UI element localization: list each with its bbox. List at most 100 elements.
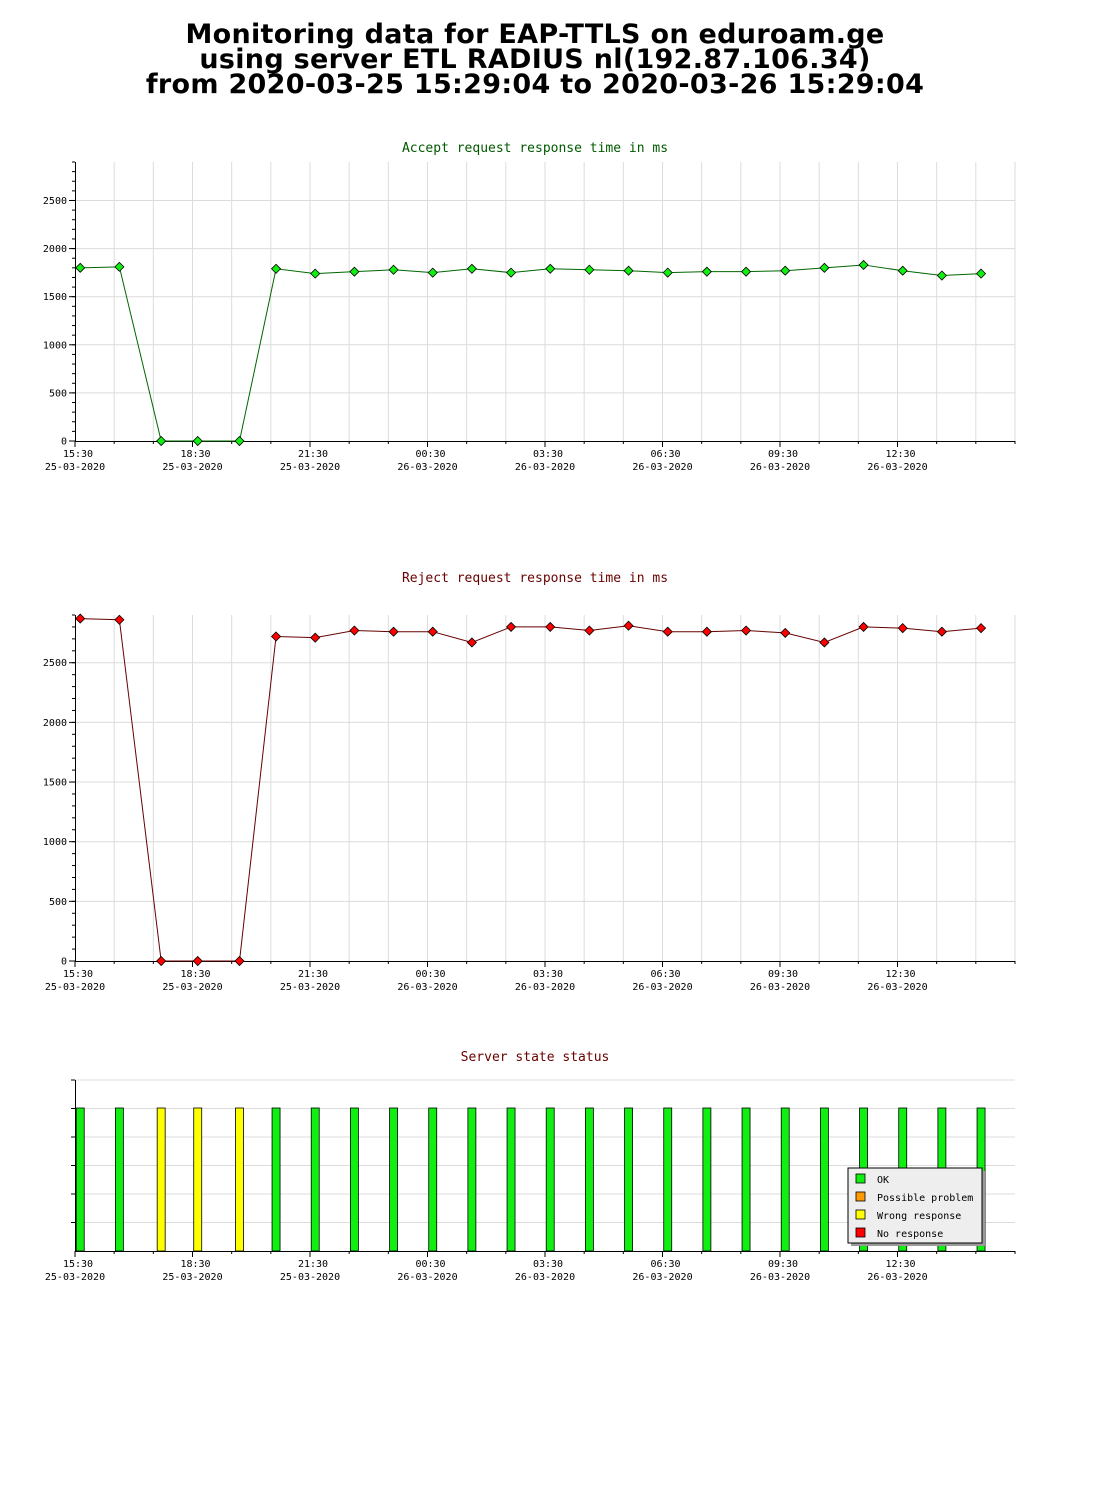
- state-bar: [545, 1107, 555, 1252]
- x-tick-label-date: 25-03-2020: [280, 462, 340, 473]
- data-point: [584, 264, 595, 275]
- page-title: Monitoring data for EAP-TTLS on eduroam.…: [0, 19, 1070, 100]
- x-tick-label-date: 26-03-2020: [750, 1272, 810, 1283]
- y-tick-label: 0: [61, 957, 67, 968]
- data-point: [427, 626, 438, 637]
- x-tick-label-time: 18:30: [180, 449, 210, 460]
- data-point: [975, 268, 987, 279]
- x-tick-label-time: 18:30: [180, 1259, 210, 1270]
- x-tick-label-time: 03:30: [533, 1259, 563, 1270]
- x-tick-label-time: 15:30: [63, 449, 93, 460]
- reject-chart-title: Reject request response time in ms: [401, 571, 669, 586]
- x-tick-label-time: 03:30: [533, 449, 563, 460]
- x-tick-label-date: 26-03-2020: [867, 462, 927, 473]
- x-tick-label-date: 26-03-2020: [750, 462, 810, 473]
- x-tick-label-time: 21:30: [298, 1259, 328, 1270]
- data-point: [505, 267, 517, 278]
- x-tick-label-date: 25-03-2020: [162, 462, 222, 473]
- x-tick-label-date: 25-03-2020: [280, 1272, 340, 1283]
- legend-swatch: [855, 1209, 866, 1220]
- x-tick-label-date: 26-03-2020: [397, 462, 457, 473]
- data-point: [310, 632, 321, 643]
- page-title-line-2: using server ETL RADIUS nl(192.87.106.34…: [199, 44, 871, 75]
- state-bar: [702, 1107, 712, 1252]
- x-tick-label-date: 26-03-2020: [867, 982, 927, 993]
- accept-chart-title: Accept request response time in ms: [401, 141, 669, 156]
- y-tick-label: 500: [49, 897, 67, 908]
- data-point: [156, 435, 167, 447]
- legend-label: Possible problem: [877, 1193, 973, 1204]
- data-point: [740, 625, 752, 636]
- legend-label: No response: [877, 1229, 943, 1240]
- y-tick-label: 2500: [43, 196, 67, 207]
- y-tick-label: 0: [61, 437, 67, 448]
- y-tick-label: 2000: [43, 244, 67, 255]
- page-title-line-3: from 2020-03-25 15:29:04 to 2020-03-26 1…: [145, 69, 925, 100]
- server-state-chart-title: Server state status: [460, 1050, 610, 1065]
- data-point: [388, 626, 399, 637]
- y-tick-label: 500: [49, 388, 67, 399]
- x-tick-label-date: 26-03-2020: [397, 1272, 457, 1283]
- y-tick-label: 1000: [43, 837, 67, 848]
- state-bar: [663, 1107, 673, 1252]
- x-tick-label-time: 00:30: [415, 1259, 445, 1270]
- x-tick-label-date: 25-03-2020: [280, 982, 340, 993]
- x-tick-label-time: 21:30: [298, 449, 328, 460]
- x-tick-label-time: 21:30: [298, 969, 328, 980]
- x-tick-label-time: 12:30: [885, 449, 915, 460]
- state-bar: [193, 1107, 203, 1252]
- state-bar: [156, 1107, 166, 1252]
- data-point: [270, 263, 282, 274]
- data-point: [349, 625, 360, 636]
- x-tick-label-time: 06:30: [650, 969, 680, 980]
- data-point: [466, 263, 477, 274]
- state-bar: [506, 1107, 516, 1252]
- state-bar: [819, 1107, 829, 1252]
- state-bar: [467, 1107, 477, 1252]
- data-point: [584, 625, 595, 636]
- data-point: [75, 262, 86, 273]
- page-title-line-1: Monitoring data for EAP-TTLS on eduroam.…: [185, 19, 885, 50]
- state-bar: [114, 1107, 124, 1252]
- state-bar: [780, 1107, 790, 1252]
- x-tick-label-time: 15:30: [63, 1259, 93, 1270]
- state-bar: [75, 1107, 85, 1252]
- data-point: [623, 265, 634, 276]
- data-point: [114, 614, 125, 625]
- x-tick-label-date: 25-03-2020: [45, 982, 105, 993]
- data-point: [936, 626, 947, 637]
- x-tick-label-date: 26-03-2020: [867, 1272, 927, 1283]
- x-tick-label-date: 26-03-2020: [515, 462, 575, 473]
- data-point: [234, 955, 245, 967]
- server-state-chart: 15:30 25-03-2020 18:30 25-03-2020 21:30 25-03…: [45, 1079, 1016, 1283]
- data-point: [780, 627, 791, 638]
- data-point: [545, 263, 556, 274]
- data-point: [545, 621, 556, 632]
- state-bar: [310, 1107, 320, 1252]
- data-point: [623, 620, 634, 631]
- legend-label: OK: [877, 1175, 889, 1186]
- data-point: [427, 267, 438, 278]
- x-tick-label-date: 26-03-2020: [632, 982, 692, 993]
- x-tick-label-time: 09:30: [768, 969, 798, 980]
- state-bar: [271, 1107, 281, 1252]
- data-point: [858, 621, 869, 632]
- x-tick-label-date: 26-03-2020: [515, 982, 575, 993]
- data-point: [505, 621, 517, 632]
- x-tick-label-time: 18:30: [180, 969, 210, 980]
- y-tick-label: 2000: [43, 718, 67, 729]
- data-point: [75, 613, 86, 624]
- state-bar: [349, 1107, 359, 1252]
- state-bar: [624, 1107, 633, 1252]
- legend-swatch: [855, 1191, 866, 1202]
- x-tick-label-time: 06:30: [650, 1259, 680, 1270]
- data-point: [349, 266, 360, 277]
- data-point: [819, 262, 830, 273]
- x-tick-label-date: 25-03-2020: [45, 462, 105, 473]
- data-point: [662, 267, 673, 278]
- x-tick-label-time: 15:30: [63, 969, 93, 980]
- x-tick-label-date: 26-03-2020: [397, 982, 457, 993]
- data-point: [156, 955, 167, 967]
- data-point: [701, 266, 712, 277]
- series-line: [80, 618, 982, 962]
